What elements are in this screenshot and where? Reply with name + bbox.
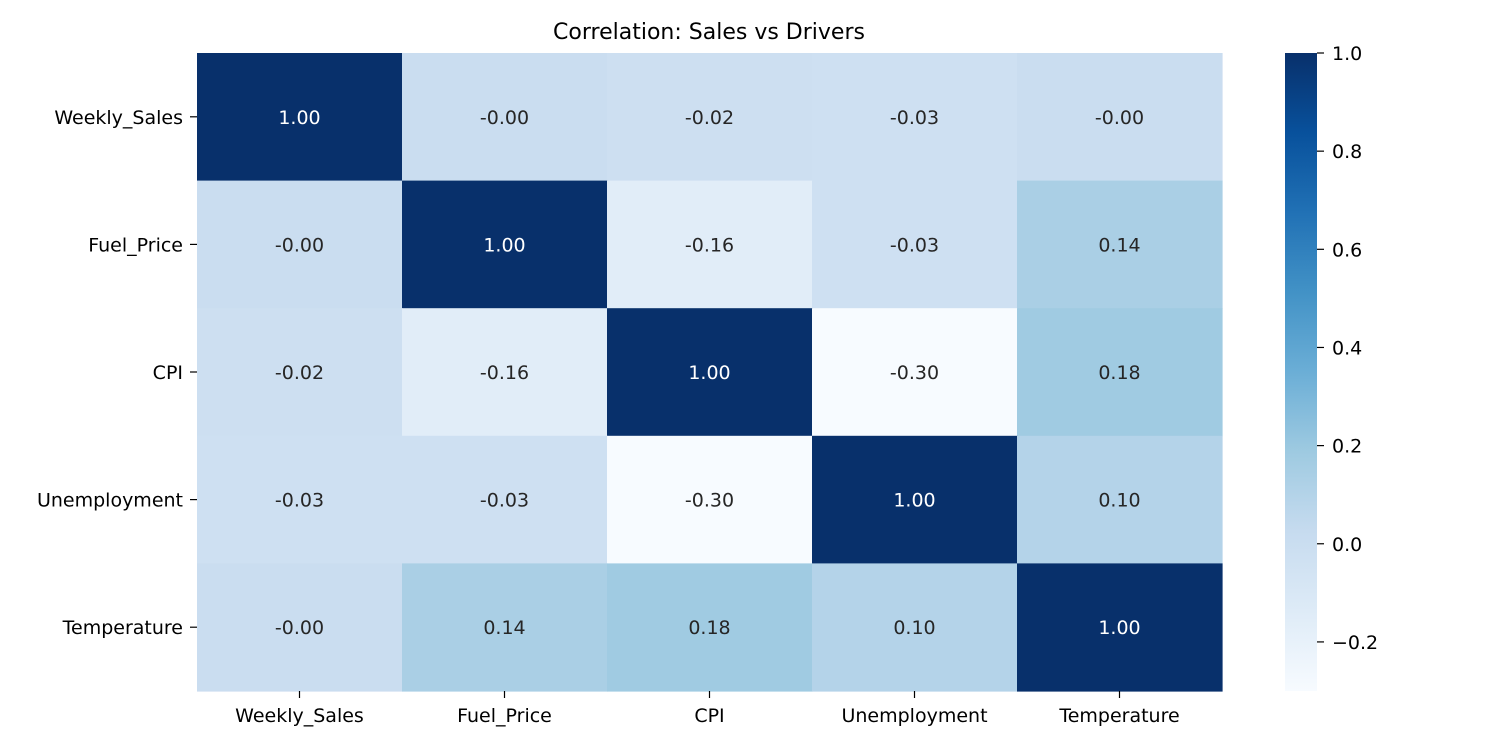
cell-value-label: 0.14 xyxy=(483,617,525,639)
x-axis: Weekly_Sales Fuel_Price CPI Unemployment Tem… xyxy=(235,691,1180,727)
cell-value-label: 0.14 xyxy=(1098,234,1140,256)
heatmap-cell xyxy=(1017,563,1223,692)
heatmap-cell-labels: 1.00 -0.00 -0.02 -0.03 -0.00 -0.00 1.00 -0.16 -0… xyxy=(275,107,1144,639)
heatmap-cell xyxy=(197,563,403,692)
cell-value-label: 0.10 xyxy=(893,617,935,639)
x-tick-label: CPI xyxy=(694,705,724,727)
heatmap-cell xyxy=(812,53,1018,182)
heatmap-cell xyxy=(1017,53,1223,182)
y-tick-label: Weekly_Sales xyxy=(54,107,183,129)
heatmap-cell xyxy=(607,180,813,309)
heatmap-cell xyxy=(1017,435,1223,564)
y-tick-label: Temperature xyxy=(62,617,183,639)
x-tick-label: Fuel_Price xyxy=(457,705,552,727)
cell-value-label: -0.30 xyxy=(890,362,939,384)
cell-value-label: 0.18 xyxy=(688,617,730,639)
cell-value-label: 1.00 xyxy=(1098,617,1140,639)
heatmap-cell xyxy=(402,435,608,564)
cell-value-label: -0.16 xyxy=(480,362,529,384)
chart-title: Correlation: Sales vs Drivers xyxy=(553,20,865,45)
colorbar: 1.0 0.8 0.6 0.4 0.2 0.0 −0.2 xyxy=(1285,43,1378,691)
heatmap-cell xyxy=(812,563,1018,692)
cell-value-label: 0.18 xyxy=(1098,362,1140,384)
colorbar-tick-label: 0.2 xyxy=(1332,436,1362,458)
heatmap-cell xyxy=(812,435,1018,564)
heatmap-cell xyxy=(607,308,813,437)
heatmap-cell xyxy=(607,53,813,182)
y-tick-label: Fuel_Price xyxy=(88,234,183,256)
y-axis: Weekly_Sales Fuel_Price CPI Unemployment Tem… xyxy=(37,107,197,639)
cell-value-label: -0.00 xyxy=(275,617,324,639)
heatmap-cell xyxy=(812,308,1018,437)
cell-value-label: 1.00 xyxy=(893,490,935,512)
cell-value-label: -0.03 xyxy=(890,107,939,129)
y-tick-label: CPI xyxy=(153,362,183,384)
heatmap-cell xyxy=(402,180,608,309)
heatmap-cells xyxy=(197,53,1223,692)
colorbar-tick-label: −0.2 xyxy=(1332,632,1378,654)
heatmap-cell xyxy=(197,435,403,564)
colorbar-tick-label: 0.0 xyxy=(1332,534,1362,556)
cell-value-label: 1.00 xyxy=(688,362,730,384)
cell-value-label: -0.00 xyxy=(480,107,529,129)
heatmap-cell xyxy=(402,563,608,692)
cell-value-label: -0.03 xyxy=(275,490,324,512)
colorbar-tick-label: 1.0 xyxy=(1332,43,1362,65)
heatmap-cell xyxy=(402,53,608,182)
y-tick-label: Unemployment xyxy=(37,490,183,512)
cell-value-label: 1.00 xyxy=(483,234,525,256)
cell-value-label: -0.02 xyxy=(685,107,734,129)
heatmap-cell xyxy=(812,180,1018,309)
x-tick-label: Unemployment xyxy=(841,705,987,727)
cell-value-label: -0.30 xyxy=(685,490,734,512)
colorbar-tick-label: 0.6 xyxy=(1332,239,1362,261)
heatmap-cell xyxy=(607,435,813,564)
cell-value-label: -0.16 xyxy=(685,234,734,256)
heatmap-cell xyxy=(607,563,813,692)
cell-value-label: -0.03 xyxy=(890,234,939,256)
heatmap-cell xyxy=(1017,308,1223,437)
x-tick-label: Weekly_Sales xyxy=(235,705,364,727)
heatmap-cell xyxy=(402,308,608,437)
heatmap-cell xyxy=(197,308,403,437)
cell-value-label: -0.00 xyxy=(275,234,324,256)
heatmap-cell xyxy=(197,53,403,182)
cell-value-label: 1.00 xyxy=(278,107,320,129)
heatmap-cell xyxy=(1017,180,1223,309)
heatmap-cell xyxy=(197,180,403,309)
cell-value-label: -0.03 xyxy=(480,490,529,512)
colorbar-tick-label: 0.4 xyxy=(1332,337,1362,359)
x-tick-label: Temperature xyxy=(1058,705,1179,727)
colorbar-tick-label: 0.8 xyxy=(1332,141,1362,163)
cell-value-label: 0.10 xyxy=(1098,490,1140,512)
cell-value-label: -0.00 xyxy=(1095,107,1144,129)
cell-value-label: -0.02 xyxy=(275,362,324,384)
colorbar-gradient xyxy=(1285,53,1317,691)
